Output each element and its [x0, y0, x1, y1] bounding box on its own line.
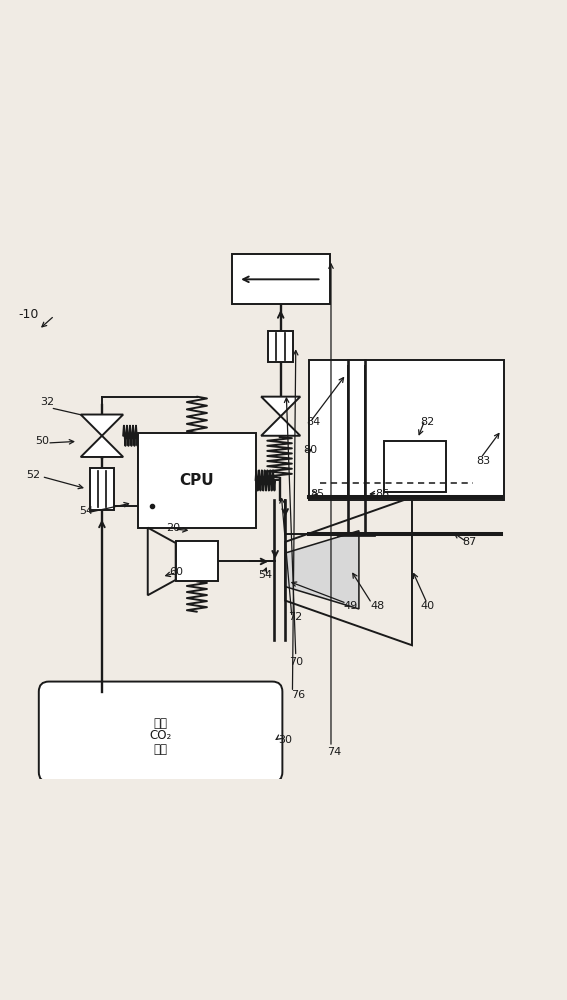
Bar	[231, 254, 330, 304]
Text: 72: 72	[288, 612, 302, 622]
Polygon shape	[261, 397, 301, 416]
Text: CO₂: CO₂	[150, 729, 172, 742]
Text: 52: 52	[27, 470, 41, 480]
Text: 54: 54	[79, 506, 94, 516]
Text: 54: 54	[259, 570, 273, 580]
Text: 40: 40	[420, 601, 434, 611]
Bar	[176, 541, 218, 581]
Text: 76: 76	[291, 690, 305, 700]
Text: 48: 48	[370, 601, 384, 611]
Text: 74: 74	[327, 747, 341, 757]
Text: 83: 83	[476, 456, 490, 466]
Text: 85: 85	[310, 489, 324, 499]
Text: CPU: CPU	[180, 473, 214, 488]
Text: 供给: 供给	[154, 743, 168, 756]
Polygon shape	[81, 415, 123, 436]
Text: 82: 82	[420, 417, 435, 427]
Bar	[90, 468, 114, 510]
Text: 86: 86	[376, 489, 390, 499]
Text: 20: 20	[166, 523, 180, 533]
Bar	[138, 433, 256, 528]
Bar	[268, 331, 293, 362]
Polygon shape	[81, 436, 123, 457]
Text: 84: 84	[306, 417, 320, 427]
Bar	[384, 441, 446, 492]
Text: 高压: 高压	[154, 717, 168, 730]
Polygon shape	[261, 416, 301, 436]
Polygon shape	[285, 531, 359, 609]
Text: 70: 70	[289, 657, 303, 667]
FancyBboxPatch shape	[39, 682, 282, 782]
Text: 50: 50	[35, 436, 49, 446]
Text: 87: 87	[462, 537, 476, 547]
Text: 49: 49	[344, 601, 358, 611]
Bar	[308, 360, 504, 500]
Text: 30: 30	[278, 735, 292, 745]
Text: -10: -10	[18, 308, 39, 321]
Text: 80: 80	[303, 445, 317, 455]
Text: 60: 60	[169, 567, 183, 577]
Text: 32: 32	[40, 397, 54, 407]
